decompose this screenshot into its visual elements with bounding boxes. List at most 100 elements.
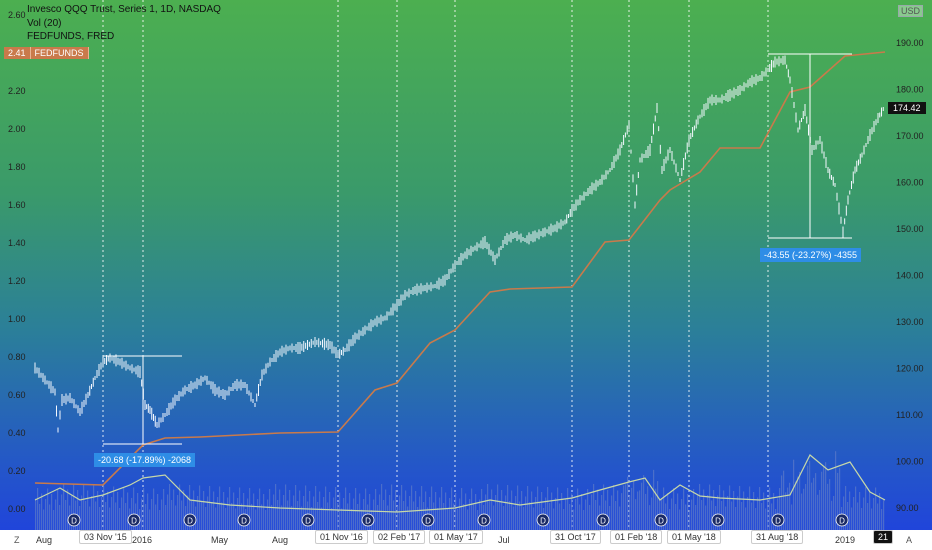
volume-bar	[623, 485, 625, 530]
dividend-marker[interactable]: D	[237, 513, 251, 527]
volume-bar	[613, 485, 615, 530]
zoom-icon[interactable]: Z	[14, 535, 20, 545]
volume-bar	[419, 496, 421, 530]
volume-bar	[559, 503, 561, 530]
volume-bar	[819, 490, 821, 530]
time-axis-label: 2016	[132, 535, 153, 545]
measure-tools[interactable]	[103, 53, 852, 445]
volume-bar	[65, 500, 67, 530]
vertical-markers	[102, 0, 769, 530]
volume-bar	[503, 506, 505, 530]
volume-bar	[641, 482, 643, 530]
volume-bar	[43, 509, 45, 530]
currency-unit[interactable]: USD	[898, 5, 924, 17]
volume-bar	[109, 507, 111, 530]
dividend-marker[interactable]: D	[67, 513, 81, 527]
volume-bar	[95, 501, 97, 530]
volume-bar	[529, 502, 531, 530]
volume-bar	[339, 492, 341, 530]
dividend-marker-label: D	[305, 517, 311, 526]
volume-bar	[293, 495, 295, 530]
volume-bar	[331, 508, 333, 530]
volume-bar	[201, 501, 203, 530]
time-axis-label: 01 May '17	[430, 531, 482, 543]
left-axis-label: 2.00	[8, 124, 26, 134]
volume-bar	[119, 508, 121, 530]
volume-bar	[51, 494, 53, 530]
dividend-marker[interactable]: D	[301, 513, 315, 527]
volume-bar	[603, 484, 605, 530]
volume-bar	[733, 491, 735, 530]
right-axis-label: 150.00	[896, 224, 924, 234]
volume-bar	[357, 504, 359, 530]
volume-legend[interactable]: Vol (20)	[27, 18, 62, 29]
dividend-marker[interactable]: D	[711, 513, 725, 527]
dividend-marker-circle	[361, 513, 375, 527]
volume-bar	[589, 505, 591, 530]
volume-bar	[701, 500, 703, 530]
volume-bar	[695, 505, 697, 530]
volume-bar	[305, 485, 307, 530]
volume-bar	[207, 496, 209, 530]
auto-scale-icon[interactable]: A	[906, 535, 913, 545]
volume-bar	[221, 502, 223, 530]
volume-bar	[257, 499, 259, 530]
dividend-marker[interactable]: D	[536, 513, 550, 527]
volume-bar	[151, 499, 153, 530]
measure-label-2[interactable]: -43.55 (-23.27%) -4355	[760, 248, 862, 262]
dividend-marker-label: D	[839, 517, 845, 526]
volume-bar	[549, 503, 551, 530]
volume-bar	[53, 510, 55, 530]
volume-bar	[573, 509, 575, 530]
measure-label-1[interactable]: -20.68 (-17.89%) -2068	[94, 453, 196, 467]
dividend-marker-circle	[127, 513, 141, 527]
dividend-marker[interactable]: D	[771, 513, 785, 527]
dividend-marker[interactable]: D	[835, 513, 849, 527]
volume-bar	[361, 509, 363, 530]
volume-bar	[159, 510, 161, 530]
dividend-marker[interactable]: D	[421, 513, 435, 527]
dividend-marker[interactable]: D	[127, 513, 141, 527]
dividend-marker[interactable]: D	[361, 513, 375, 527]
volume-bar	[413, 501, 415, 530]
volume-bar	[265, 510, 267, 530]
volume-bar	[763, 492, 765, 530]
volume-bar	[463, 504, 465, 530]
volume-bar	[385, 489, 387, 530]
volume-bar	[557, 487, 559, 530]
volume-bar	[363, 499, 365, 530]
volume-bar	[653, 469, 655, 530]
volume-bar	[579, 504, 581, 530]
volume-bar	[219, 486, 221, 530]
main-series-legend[interactable]: Invesco QQQ Trust, Series 1, 1D, NASDAQ	[27, 4, 221, 15]
volume-bar	[669, 509, 671, 530]
dividend-marker[interactable]: D	[183, 513, 197, 527]
dividend-marker[interactable]: D	[477, 513, 491, 527]
volume-bar	[541, 492, 543, 530]
volume-bar	[215, 507, 217, 530]
volume-bar	[799, 471, 801, 530]
time-axis-label: 03 Nov '15	[80, 531, 131, 543]
right-axis-label: 130.00	[896, 317, 924, 327]
volume-bar	[249, 488, 251, 530]
volume-bar	[611, 495, 613, 530]
dividend-marker[interactable]: D	[596, 513, 610, 527]
volume-bar	[651, 497, 653, 530]
volume-bar	[833, 496, 835, 530]
volume-bar	[447, 508, 449, 530]
volume-bar	[699, 484, 701, 530]
dividend-marker-label: D	[540, 517, 546, 526]
dividend-marker[interactable]: D	[654, 513, 668, 527]
volume-bar	[815, 473, 817, 530]
volume-bar	[837, 472, 839, 530]
volume-bar	[765, 508, 767, 530]
fedfunds-legend[interactable]: FEDFUNDS, FRED	[27, 31, 115, 42]
volume-bar	[871, 508, 873, 530]
volume-bar	[805, 484, 807, 530]
volume-bar	[165, 505, 167, 530]
volume-bar	[673, 488, 675, 530]
volume-bar	[811, 482, 813, 530]
